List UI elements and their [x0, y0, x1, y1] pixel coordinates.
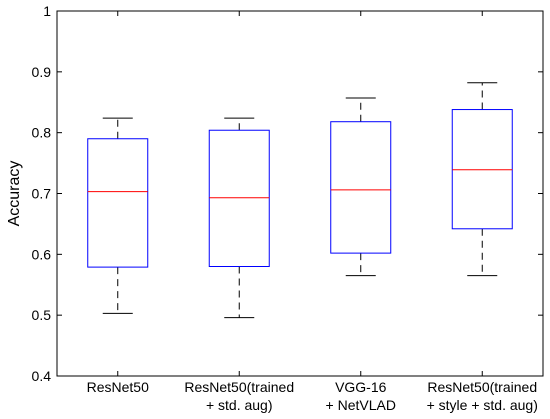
x-category-label: + style + std. aug) [427, 397, 538, 413]
y-tick-label: 0.6 [32, 246, 52, 262]
x-category-label: VGG-16 [335, 379, 387, 395]
x-category-label: + std. aug) [206, 397, 273, 413]
y-axis-title: Accuracy [6, 161, 23, 227]
box-group [451, 82, 513, 277]
box-group [330, 97, 392, 277]
iqr-box [451, 109, 513, 230]
box-group [208, 117, 270, 319]
x-axis-category-labels: ResNet50 ResNet50(trained + std. aug) VGG-1… [87, 11, 538, 413]
y-tick-label: 0.5 [32, 307, 52, 323]
y-tick-label: 0.4 [32, 368, 52, 384]
box-series [87, 82, 513, 319]
iqr-box [330, 121, 392, 254]
y-tick-label: 0.9 [32, 64, 52, 80]
y-tick-label: 0.8 [32, 125, 52, 141]
x-category-label: ResNet50 [87, 379, 149, 395]
x-category-label: ResNet50(trained [427, 379, 537, 395]
x-category-label: + NetVLAD [326, 397, 396, 413]
y-tick-label: 1 [43, 3, 51, 19]
x-category-label: ResNet50(trained [184, 379, 294, 395]
plot-area [56, 10, 544, 377]
y-tick-label: 0.7 [32, 186, 52, 202]
box-group [87, 117, 149, 314]
iqr-box [208, 129, 270, 267]
y-axis-ticks: 0.4 0.5 0.6 0.7 0.8 0.9 1 [32, 3, 543, 384]
iqr-box [87, 138, 149, 268]
